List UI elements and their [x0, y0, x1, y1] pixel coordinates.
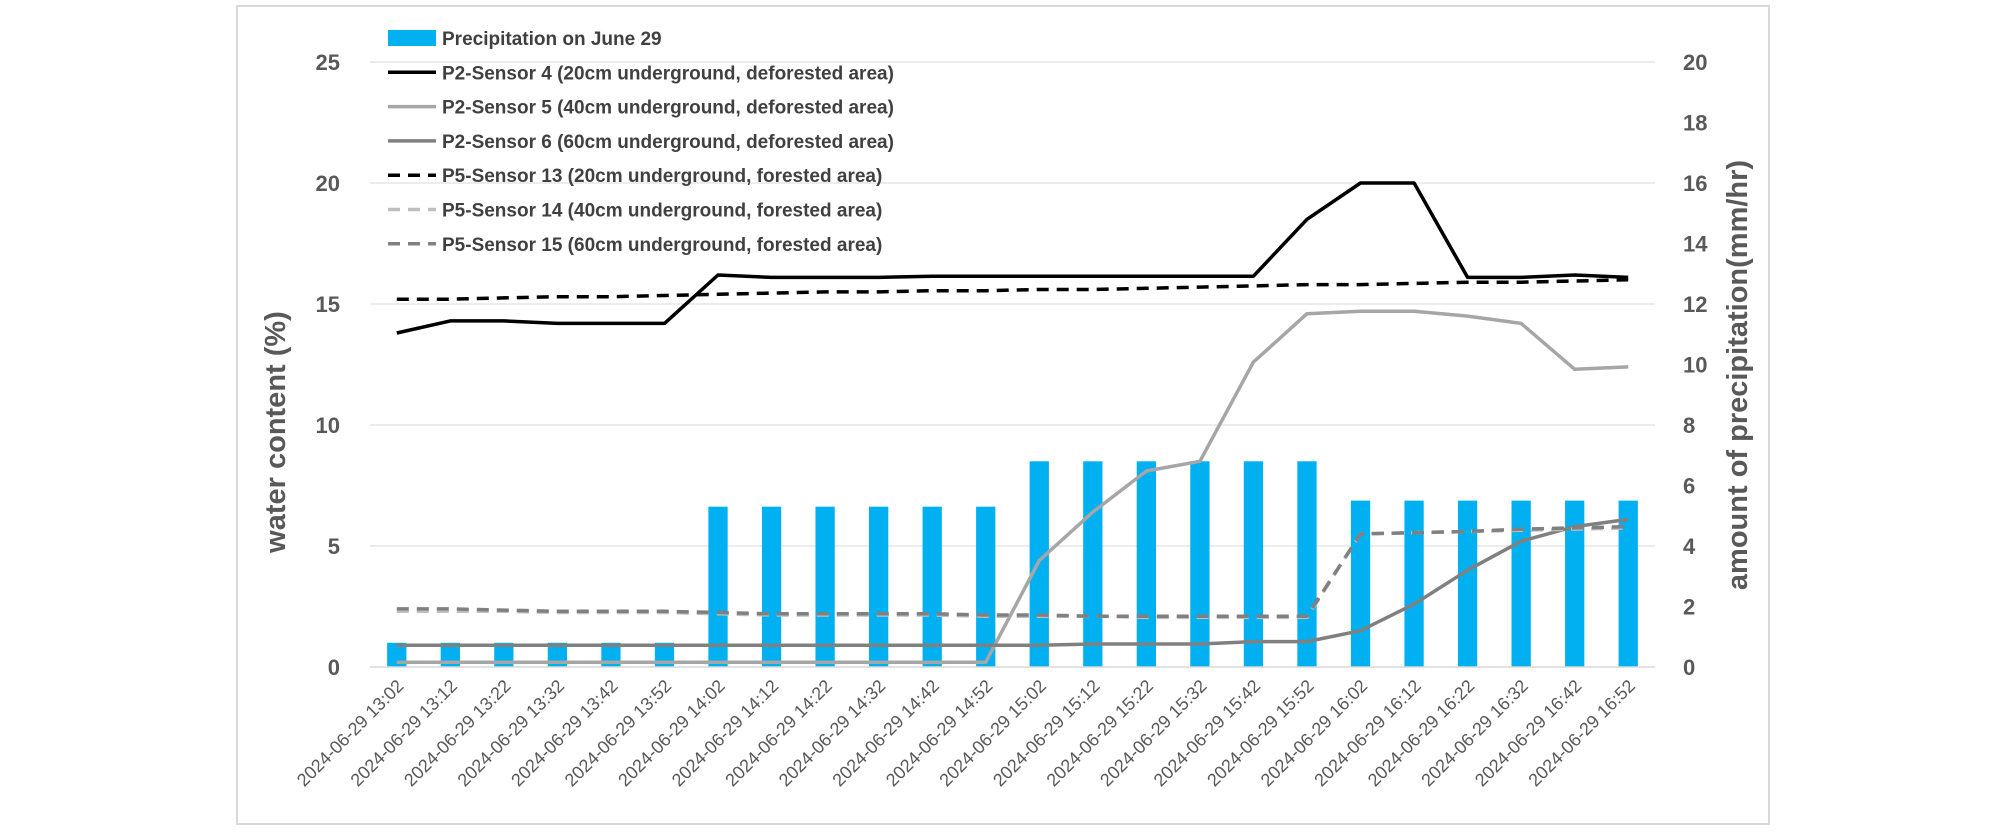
right-y-axis: 0 2 4 6 8 10 12 14 16 18 20	[1683, 50, 1708, 680]
y-tick-label: 20	[316, 171, 340, 196]
series-line-4	[396, 278, 1629, 301]
y2-tick-label: 2	[1683, 595, 1695, 620]
precipitation-bar	[761, 506, 782, 667]
precipitation-bar	[1297, 461, 1317, 667]
y2-tick-label: 18	[1683, 111, 1707, 136]
precipitation-bar	[1565, 500, 1585, 667]
legend-label: P5-Sensor 13 (20cm underground, forested…	[442, 166, 882, 187]
sensor-lines	[396, 181, 1629, 664]
precipitation-bar	[976, 506, 996, 667]
y2-tick-label: 20	[1683, 50, 1707, 75]
y-tick-label: 5	[328, 534, 340, 559]
gridlines	[370, 61, 1655, 547]
legend-label: Precipitation on June 29	[442, 29, 662, 50]
y2-tick-label: 12	[1683, 292, 1707, 317]
precipitation-bar	[708, 506, 728, 667]
y2-tick-label: 4	[1683, 534, 1696, 559]
precipitation-bar	[1083, 461, 1103, 667]
precipitation-bar	[815, 506, 835, 667]
legend-label: P5-Sensor 14 (40cm underground, forested…	[442, 201, 882, 222]
precipitation-bar	[1350, 500, 1371, 667]
y2-tick-label: 10	[1683, 353, 1707, 378]
right-y-axis-title: amount of precipitation(mm/hr)	[1722, 160, 1754, 590]
y-tick-label: 25	[316, 50, 340, 75]
series-line-5	[396, 526, 1629, 620]
precipitation-bar	[1136, 461, 1156, 667]
series-line-6	[396, 524, 1629, 618]
precipitation-bar	[922, 506, 942, 667]
y2-tick-label: 8	[1683, 413, 1695, 438]
precipitation-bar	[1190, 461, 1210, 667]
legend-label: P2-Sensor 5 (40cm underground, deforeste…	[442, 98, 894, 119]
y2-tick-label: 6	[1683, 474, 1695, 499]
legend-label: P2-Sensor 6 (60cm underground, deforeste…	[442, 132, 894, 153]
y-tick-label: 0	[328, 655, 340, 680]
legend: Precipitation on June 29 P2-Sensor 4 (20c…	[388, 29, 894, 256]
y-tick-label: 15	[316, 292, 340, 317]
legend-swatch-precipitation	[388, 30, 436, 46]
y2-tick-label: 0	[1683, 655, 1695, 680]
left-y-axis-title: water content (%)	[260, 311, 292, 554]
y-tick-label: 10	[316, 413, 340, 438]
left-y-axis: 0 5 10 15 20 25	[316, 50, 340, 680]
precipitation-bar	[1404, 500, 1424, 667]
precipitation-bar	[1511, 500, 1531, 667]
y2-tick-label: 14	[1683, 232, 1708, 257]
chart-frame	[236, 5, 1770, 825]
precipitation-bar	[1618, 500, 1638, 667]
series-line-1	[396, 181, 1629, 335]
precipitation-bars	[387, 461, 1638, 667]
series-line-2	[396, 309, 1629, 664]
y2-tick-label: 16	[1683, 171, 1707, 196]
precipitation-bar	[1457, 500, 1478, 667]
series-line-3	[396, 517, 1629, 647]
legend-label: P5-Sensor 15 (60cm underground, forested…	[442, 235, 882, 256]
precipitation-bar	[869, 506, 889, 667]
legend-label: P2-Sensor 4 (20cm underground, deforeste…	[442, 63, 894, 84]
precipitation-bar	[1243, 461, 1264, 667]
